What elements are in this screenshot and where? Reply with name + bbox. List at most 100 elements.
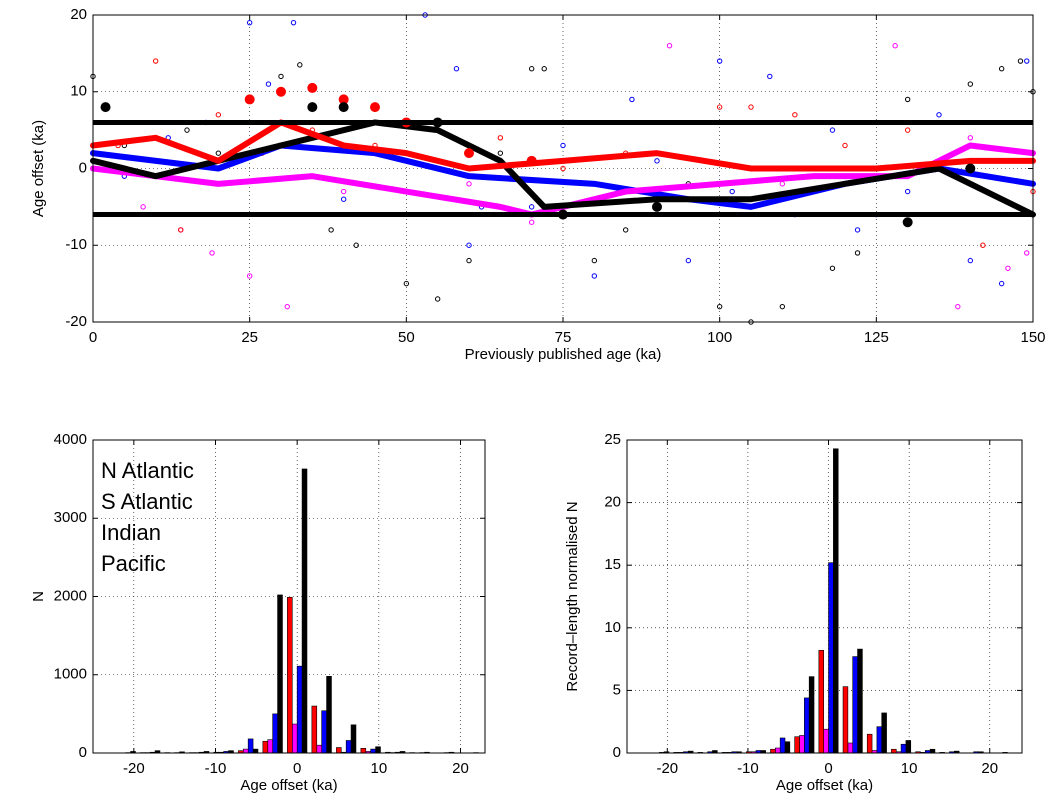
data-point xyxy=(290,19,297,26)
bar xyxy=(345,740,352,754)
data-point xyxy=(140,204,146,210)
bar xyxy=(808,676,815,754)
y-tick-label: 0 xyxy=(613,744,621,761)
bar xyxy=(876,726,883,754)
bar xyxy=(301,468,308,754)
data-point xyxy=(685,257,692,264)
bar xyxy=(784,741,791,754)
data-point xyxy=(466,242,472,248)
bar xyxy=(326,676,332,754)
data-point xyxy=(1005,265,1011,271)
data-point xyxy=(829,265,836,271)
data-point xyxy=(622,227,629,233)
y-tick-label: 2000 xyxy=(54,587,87,604)
bar xyxy=(804,697,810,754)
data-point xyxy=(215,150,222,156)
legend-entry: S Atlantic xyxy=(101,489,193,514)
data-point xyxy=(967,257,974,264)
data-point xyxy=(453,66,460,72)
bar xyxy=(321,710,327,754)
x-tick-label: 20 xyxy=(981,760,998,777)
data-point xyxy=(842,142,848,149)
data-point xyxy=(748,104,754,110)
bar xyxy=(823,728,829,754)
data-point xyxy=(338,102,349,113)
data-point xyxy=(967,135,974,141)
x-tick-label: -10 xyxy=(737,760,759,777)
y-axis-label: N xyxy=(30,591,47,602)
data-point xyxy=(353,242,359,248)
bar xyxy=(277,594,283,754)
bar xyxy=(316,744,322,754)
x-tick-label: 0 xyxy=(293,760,301,777)
trend-line xyxy=(90,119,1036,172)
bar xyxy=(370,748,376,754)
bar xyxy=(287,596,293,754)
y-tick-label: 3000 xyxy=(54,509,87,526)
axes-frame xyxy=(92,439,486,754)
data-point xyxy=(779,303,786,310)
data-point xyxy=(278,73,284,80)
data-point xyxy=(904,188,911,195)
data-point xyxy=(904,127,911,133)
y-tick-label: 10 xyxy=(604,619,621,636)
axes-frame xyxy=(626,439,1023,754)
data-point xyxy=(1024,58,1030,64)
data-point xyxy=(246,273,253,279)
data-point xyxy=(276,86,286,97)
y-tick-label: 20 xyxy=(604,494,621,511)
data-point xyxy=(1024,250,1030,256)
data-point xyxy=(434,296,441,302)
bar xyxy=(847,742,854,754)
x-tick-label: 0 xyxy=(89,329,97,346)
x-tick-label: 10 xyxy=(370,760,387,777)
legend-entry: Pacific xyxy=(101,551,166,576)
bar xyxy=(272,713,278,754)
data-point xyxy=(629,96,635,103)
data-point xyxy=(541,66,547,72)
data-point xyxy=(284,303,290,310)
data-point xyxy=(497,150,504,156)
data-point xyxy=(178,227,184,233)
data-point xyxy=(980,242,986,248)
data-point xyxy=(967,81,974,87)
x-axis-label: Age offset (ka) xyxy=(240,777,337,794)
y-tick-label: 1000 xyxy=(54,666,87,683)
bar xyxy=(828,562,834,754)
bar xyxy=(794,736,800,754)
bar xyxy=(900,743,907,754)
data-point xyxy=(955,303,961,310)
bar xyxy=(770,748,776,754)
x-tick-label: 25 xyxy=(241,329,258,346)
bar xyxy=(242,748,249,754)
data-point xyxy=(340,188,347,195)
data-point xyxy=(246,19,253,26)
y-axis-label: Age offset (ka) xyxy=(30,120,47,217)
y-tick-label: 5 xyxy=(613,681,621,698)
x-tick-label: -20 xyxy=(123,760,145,777)
data-point xyxy=(902,217,913,228)
bar xyxy=(262,740,269,754)
data-point xyxy=(184,127,190,133)
data-point xyxy=(560,165,566,172)
data-point xyxy=(716,303,723,310)
data-point xyxy=(100,102,111,113)
bar xyxy=(267,739,273,754)
axes-background xyxy=(627,440,1022,753)
x-tick-label: 125 xyxy=(864,329,889,346)
bar xyxy=(296,665,303,754)
x-tick-label: 50 xyxy=(398,329,415,346)
data-point xyxy=(854,250,861,256)
data-point xyxy=(497,135,504,141)
x-axis-label: Age offset (ka) xyxy=(776,777,873,794)
bar xyxy=(842,686,849,754)
x-tick-label: 75 xyxy=(555,329,572,346)
y-axis-label: Record–length normalised N xyxy=(564,501,581,691)
x-tick-label: 20 xyxy=(452,760,469,777)
data-point xyxy=(998,66,1005,72)
data-point xyxy=(904,96,911,103)
data-point xyxy=(209,250,215,256)
data-point xyxy=(998,280,1005,287)
y-tick-label: -10 xyxy=(65,236,87,253)
